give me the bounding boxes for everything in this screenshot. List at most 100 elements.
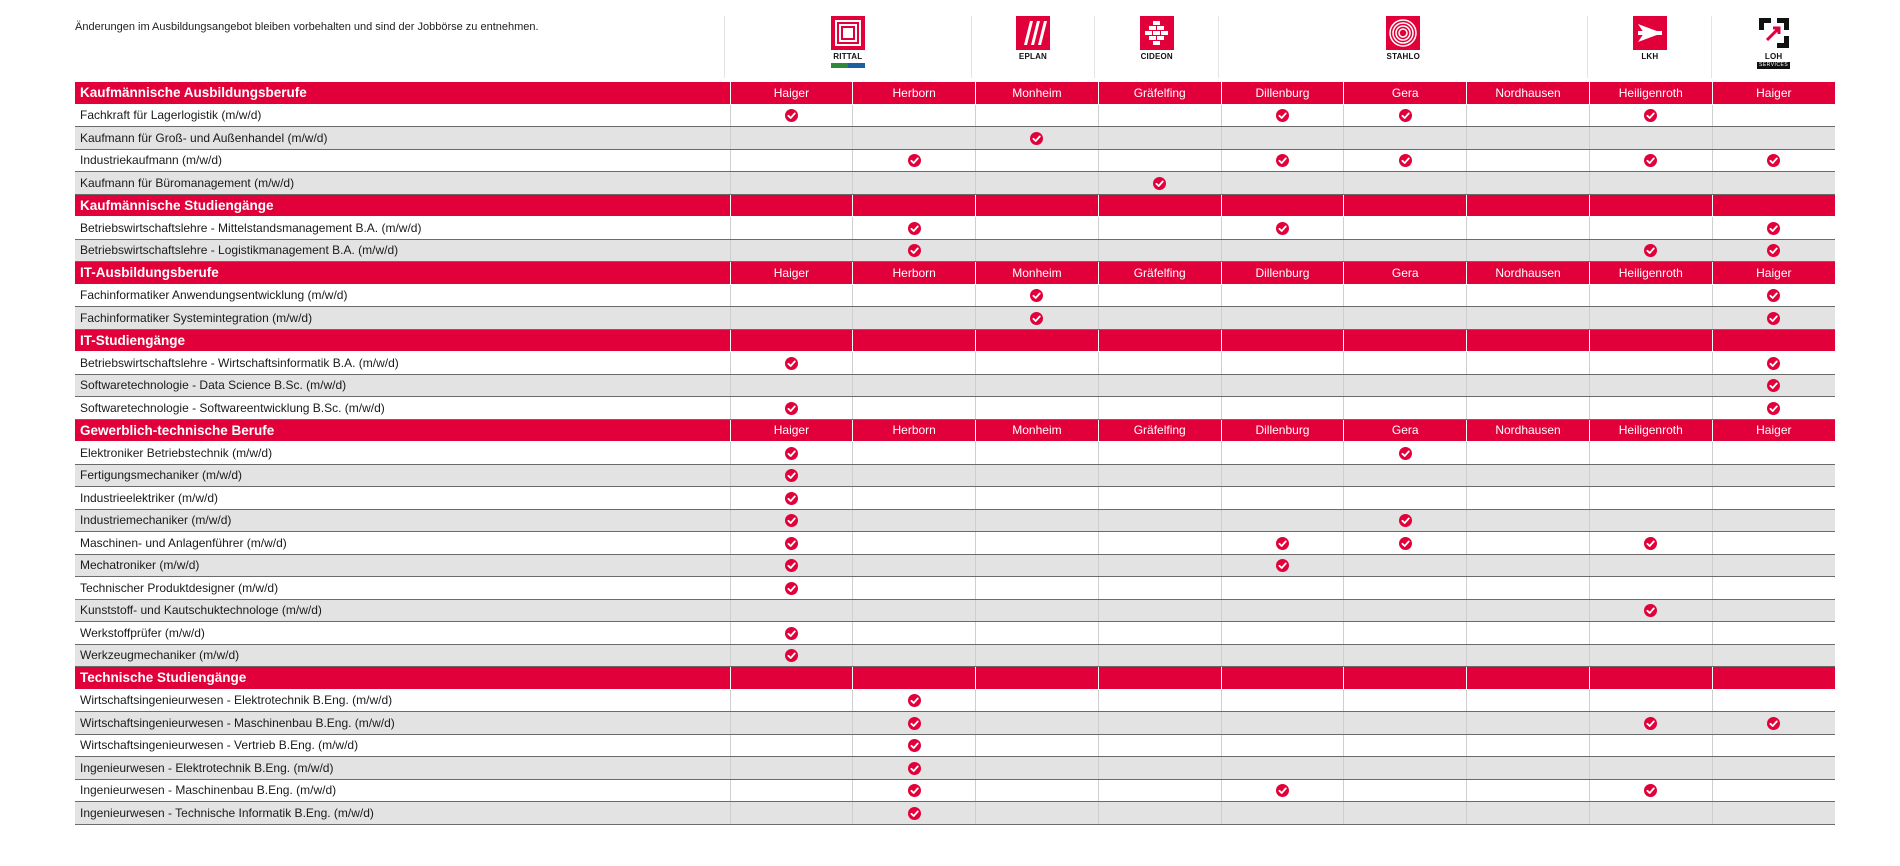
availability-cell [852,284,976,307]
availability-cell [1220,171,1344,195]
availability-cell [1220,711,1344,735]
availability-cell [1588,104,1713,127]
availability-cell [1466,689,1590,712]
availability-cell [1466,126,1590,150]
location-header [1466,194,1590,217]
check-icon [907,694,921,708]
availability-cell [1711,464,1835,487]
availability-cell [1343,216,1467,240]
program-label: Industrieelektriker (m/w/d) [75,486,731,510]
availability-cell [852,711,976,735]
availability-cell [852,441,976,465]
program-label: Softwaretechnologie - Softwareentwicklun… [75,396,731,420]
check-icon [1767,244,1781,258]
availability-cell [1343,149,1467,172]
availability-cell [975,351,1099,375]
availability-cell [729,779,853,802]
availability-cell [729,689,853,712]
lkh-logo-cell: LKH [1587,16,1711,78]
table-row: Wirtschaftsingenieurwesen - Vertrieb B.E… [75,734,1835,757]
availability-cell [1711,509,1835,532]
availability-cell [975,171,1099,195]
availability-cell [975,486,1099,510]
training-overview: Änderungen im Ausbildungsangebot bleiben… [75,16,1835,825]
check-icon [1644,154,1658,168]
availability-cell [1466,441,1590,465]
check-icon [784,446,798,460]
availability-cell [1220,486,1344,510]
availability-cell [1711,779,1835,802]
check-icon [784,109,798,123]
availability-cell [1588,531,1713,555]
availability-cell [1097,441,1222,465]
availability-cell [1343,509,1467,532]
availability-cell [975,599,1099,622]
availability-cell [729,104,853,127]
availability-cell [729,801,853,825]
availability-cell [1466,554,1590,577]
location-header [1466,666,1590,690]
table-row: Industriekaufmann (m/w/d) [75,149,1835,172]
check-icon [784,559,798,573]
availability-cell [1220,396,1344,420]
availability-cell [1711,396,1835,420]
location-header: Gräfelfing [1097,82,1222,105]
check-icon [907,716,921,730]
loh-services-logo-cell: LOH SERVICES [1711,16,1835,78]
availability-cell [1711,149,1835,172]
table-row: Softwaretechnologie - Softwareentwicklun… [75,396,1835,420]
eplan-mark-icon [1015,16,1050,50]
location-header: Dillenburg [1220,261,1344,285]
availability-cell [852,621,976,645]
availability-cell [729,756,853,780]
availability-cell [1097,689,1222,712]
check-icon [1275,221,1289,235]
availability-cell [1711,711,1835,735]
availability-cell [852,216,976,240]
location-header: Herborn [852,82,976,105]
program-label: Ingenieurwesen - Maschinenbau B.Eng. (m/… [75,779,731,802]
availability-cell [1466,509,1590,532]
availability-cell [975,306,1099,330]
location-header: Nordhausen [1466,419,1590,442]
availability-cell [729,284,853,307]
availability-cell [1343,689,1467,712]
availability-cell [1097,464,1222,487]
availability-cell [975,576,1099,600]
check-icon [1398,536,1412,550]
program-label: Kaufmann für Büromanagement (m/w/d) [75,171,731,195]
availability-cell [1588,284,1713,307]
availability-cell [729,171,853,195]
availability-cell [975,216,1099,240]
availability-cell [1097,801,1222,825]
check-icon [1644,784,1658,798]
check-icon [784,491,798,505]
availability-cell [975,531,1099,555]
availability-cell [975,779,1099,802]
availability-cell [1466,621,1590,645]
availability-cell [1466,216,1590,240]
availability-cell [1097,374,1222,397]
availability-cell [729,126,853,150]
availability-cell [729,554,853,577]
section-header: IT-Studiengänge [75,329,1835,352]
availability-cell [975,464,1099,487]
availability-cell [1711,734,1835,757]
availability-cell [1711,441,1835,465]
availability-cell [1097,216,1222,240]
availability-cell [1588,599,1713,622]
check-icon [1644,716,1658,730]
availability-cell [1588,239,1713,262]
availability-cell [1220,554,1344,577]
availability-cell [1711,689,1835,712]
availability-cell [1711,239,1835,262]
availability-cell [1466,486,1590,510]
program-label: Mechatroniker (m/w/d) [75,554,731,577]
availability-cell [975,104,1099,127]
program-label: Wirtschaftsingenieurwesen - Maschinenbau… [75,711,731,735]
availability-cell [729,351,853,375]
loh-services-logo-wordmark: LOH [1764,52,1783,61]
check-icon [907,244,921,258]
availability-cell [852,756,976,780]
check-icon [907,154,921,168]
